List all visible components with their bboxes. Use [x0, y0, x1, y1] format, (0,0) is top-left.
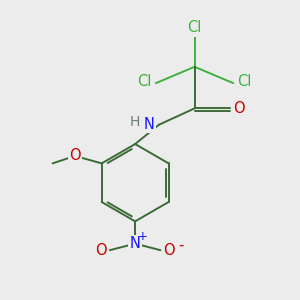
Text: Cl: Cl — [188, 20, 202, 35]
Text: N: N — [144, 117, 155, 132]
Text: +: + — [138, 230, 148, 243]
Text: O: O — [233, 101, 245, 116]
Text: N: N — [130, 236, 141, 251]
Text: -: - — [178, 237, 183, 252]
Text: H: H — [130, 116, 140, 129]
Text: Cl: Cl — [237, 74, 252, 89]
Text: O: O — [69, 148, 81, 164]
Text: O: O — [95, 243, 107, 258]
Text: Cl: Cl — [137, 74, 152, 89]
Text: O: O — [164, 243, 175, 258]
